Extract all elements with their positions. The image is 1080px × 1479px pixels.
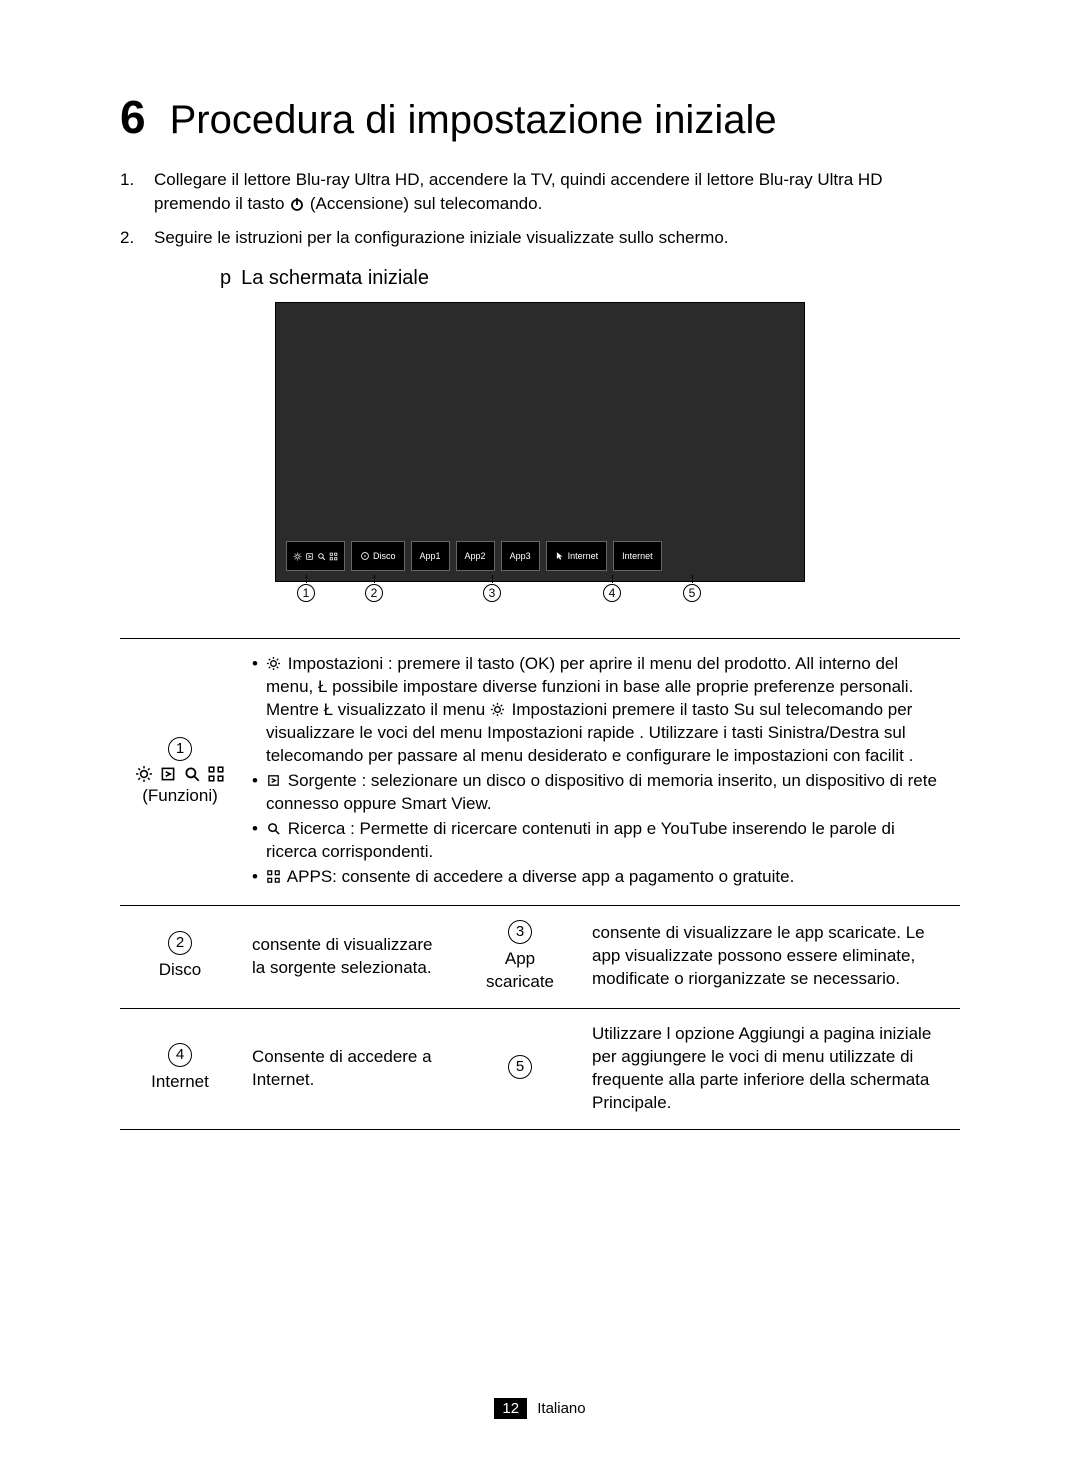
disc-icon: [360, 551, 370, 561]
section-number: 6: [120, 90, 146, 144]
row1-b2: Sorgente : selezionare un disco o dispos…: [252, 770, 948, 816]
row3-text: consente di visualizzare le app scaricat…: [580, 905, 960, 1008]
toolbar-internet2-label: Internet: [622, 551, 653, 561]
power-icon: [289, 196, 305, 212]
footer-lang: Italiano: [537, 1400, 585, 1417]
row2-text: consente di visualizzare la sorgente sel…: [240, 905, 460, 1008]
toolbar-app3: App3: [501, 541, 540, 571]
page-number: 12: [494, 1398, 527, 1419]
row1-b1: Impostazioni : premere il tasto (OK) per…: [252, 653, 948, 768]
page: 6 Procedura di impostazione iniziale Col…: [0, 0, 1080, 1479]
source-icon: [266, 773, 281, 788]
tv-screen: Disco App1 App2 App3 Internet Internet: [275, 302, 805, 582]
step-1: Collegare il lettore Blu-ray Ultra HD, a…: [154, 168, 960, 216]
gear-icon: [135, 765, 153, 783]
info-table: 1 (Funzioni) Impostazioni : premere il t…: [120, 638, 960, 1129]
toolbar-disco-label: Disco: [373, 551, 396, 561]
row-4-5: 4 Internet Consente di accedere a Intern…: [120, 1008, 960, 1129]
row1-b1-pre: Impostazioni : premere il tasto: [288, 654, 519, 673]
page-title: Procedura di impostazione iniziale: [170, 98, 777, 143]
apps-icon: [207, 765, 225, 783]
toolbar-app2-label: App2: [465, 551, 486, 561]
row-2-3: 2 Disco consente di visualizzare la sorg…: [120, 905, 960, 1008]
steps-list: Collegare il lettore Blu-ray Ultra HD, a…: [120, 168, 960, 249]
callout-5: 5: [683, 584, 701, 602]
row2-num: 2: [168, 931, 192, 955]
gear-icon: [490, 702, 505, 717]
callout-4: 4: [603, 584, 621, 602]
row3-num: 3: [508, 920, 532, 944]
toolbar-app2: App2: [456, 541, 495, 571]
tv-illustration: Disco App1 App2 App3 Internet Internet 1…: [275, 302, 805, 608]
callout-row: 1 2 3 4 5: [275, 582, 805, 608]
row1-desc: Impostazioni : premere il tasto (OK) per…: [240, 639, 960, 905]
row2-label: Disco: [159, 960, 202, 979]
callout-3: 3: [483, 584, 501, 602]
toolbar-app1-label: App1: [420, 551, 441, 561]
row1-b4-text: APPS: consente di accedere a diverse app…: [287, 867, 795, 886]
subhead-marker: p: [220, 267, 231, 290]
search-icon: [183, 765, 201, 783]
row4-num: 4: [168, 1043, 192, 1067]
gear-icon: [293, 552, 302, 561]
toolbar-internet2: Internet: [613, 541, 662, 571]
toolbar-disco: Disco: [351, 541, 405, 571]
row1-b4: APPS: consente di accedere a diverse app…: [252, 866, 948, 889]
source-icon: [159, 765, 177, 783]
step-2-text: Seguire le istruzioni per la configurazi…: [154, 228, 729, 247]
row4-label-cell: 4 Internet: [120, 1008, 240, 1129]
row1-label-cell: 1 (Funzioni): [120, 639, 240, 905]
row1-b3-text: Ricerca : Permette di ricercare contenut…: [266, 819, 895, 861]
callout-2: 2: [365, 584, 383, 602]
row1-num: 1: [168, 737, 192, 761]
row5-label-cell: 5: [460, 1008, 580, 1129]
apps-icon: [266, 869, 281, 884]
apps-icon: [329, 552, 338, 561]
row4-text: Consente di accedere a Internet.: [240, 1008, 460, 1129]
title-row: 6 Procedura di impostazione iniziale: [120, 90, 960, 144]
search-icon: [317, 552, 326, 561]
subheading: p La schermata iniziale: [220, 267, 960, 290]
row5-num: 5: [508, 1055, 532, 1079]
tv-toolbar: Disco App1 App2 App3 Internet Internet: [286, 541, 794, 571]
toolbar-app3-label: App3: [510, 551, 531, 561]
row1-b3: Ricerca : Permette di ricercare contenut…: [252, 818, 948, 864]
source-icon: [305, 552, 314, 561]
subhead-text: La schermata iniziale: [241, 267, 429, 290]
row3-label-cell: 3 App scaricate: [460, 905, 580, 1008]
row4-label: Internet: [151, 1072, 209, 1091]
callout-1: 1: [297, 584, 315, 602]
step-1-post: (Accensione) sul telecomando.: [305, 194, 542, 213]
page-footer: 12 Italiano: [0, 1398, 1080, 1419]
row1-label: (Funzioni): [142, 786, 218, 805]
step-2: Seguire le istruzioni per la configurazi…: [154, 226, 960, 250]
toolbar-functions: [286, 541, 345, 571]
cursor-icon: [555, 551, 565, 561]
row3-label: App scaricate: [486, 949, 554, 991]
row5-text: Utilizzare l opzione Aggiungi a pagina i…: [580, 1008, 960, 1129]
toolbar-internet1-label: Internet: [568, 551, 599, 561]
row1-b2-text: Sorgente : selezionare un disco o dispos…: [266, 771, 937, 813]
search-icon: [266, 821, 281, 836]
gear-icon: [266, 656, 281, 671]
row-funzioni: 1 (Funzioni) Impostazioni : premere il t…: [120, 639, 960, 905]
toolbar-internet1: Internet: [546, 541, 608, 571]
row2-label-cell: 2 Disco: [120, 905, 240, 1008]
toolbar-app1: App1: [411, 541, 450, 571]
